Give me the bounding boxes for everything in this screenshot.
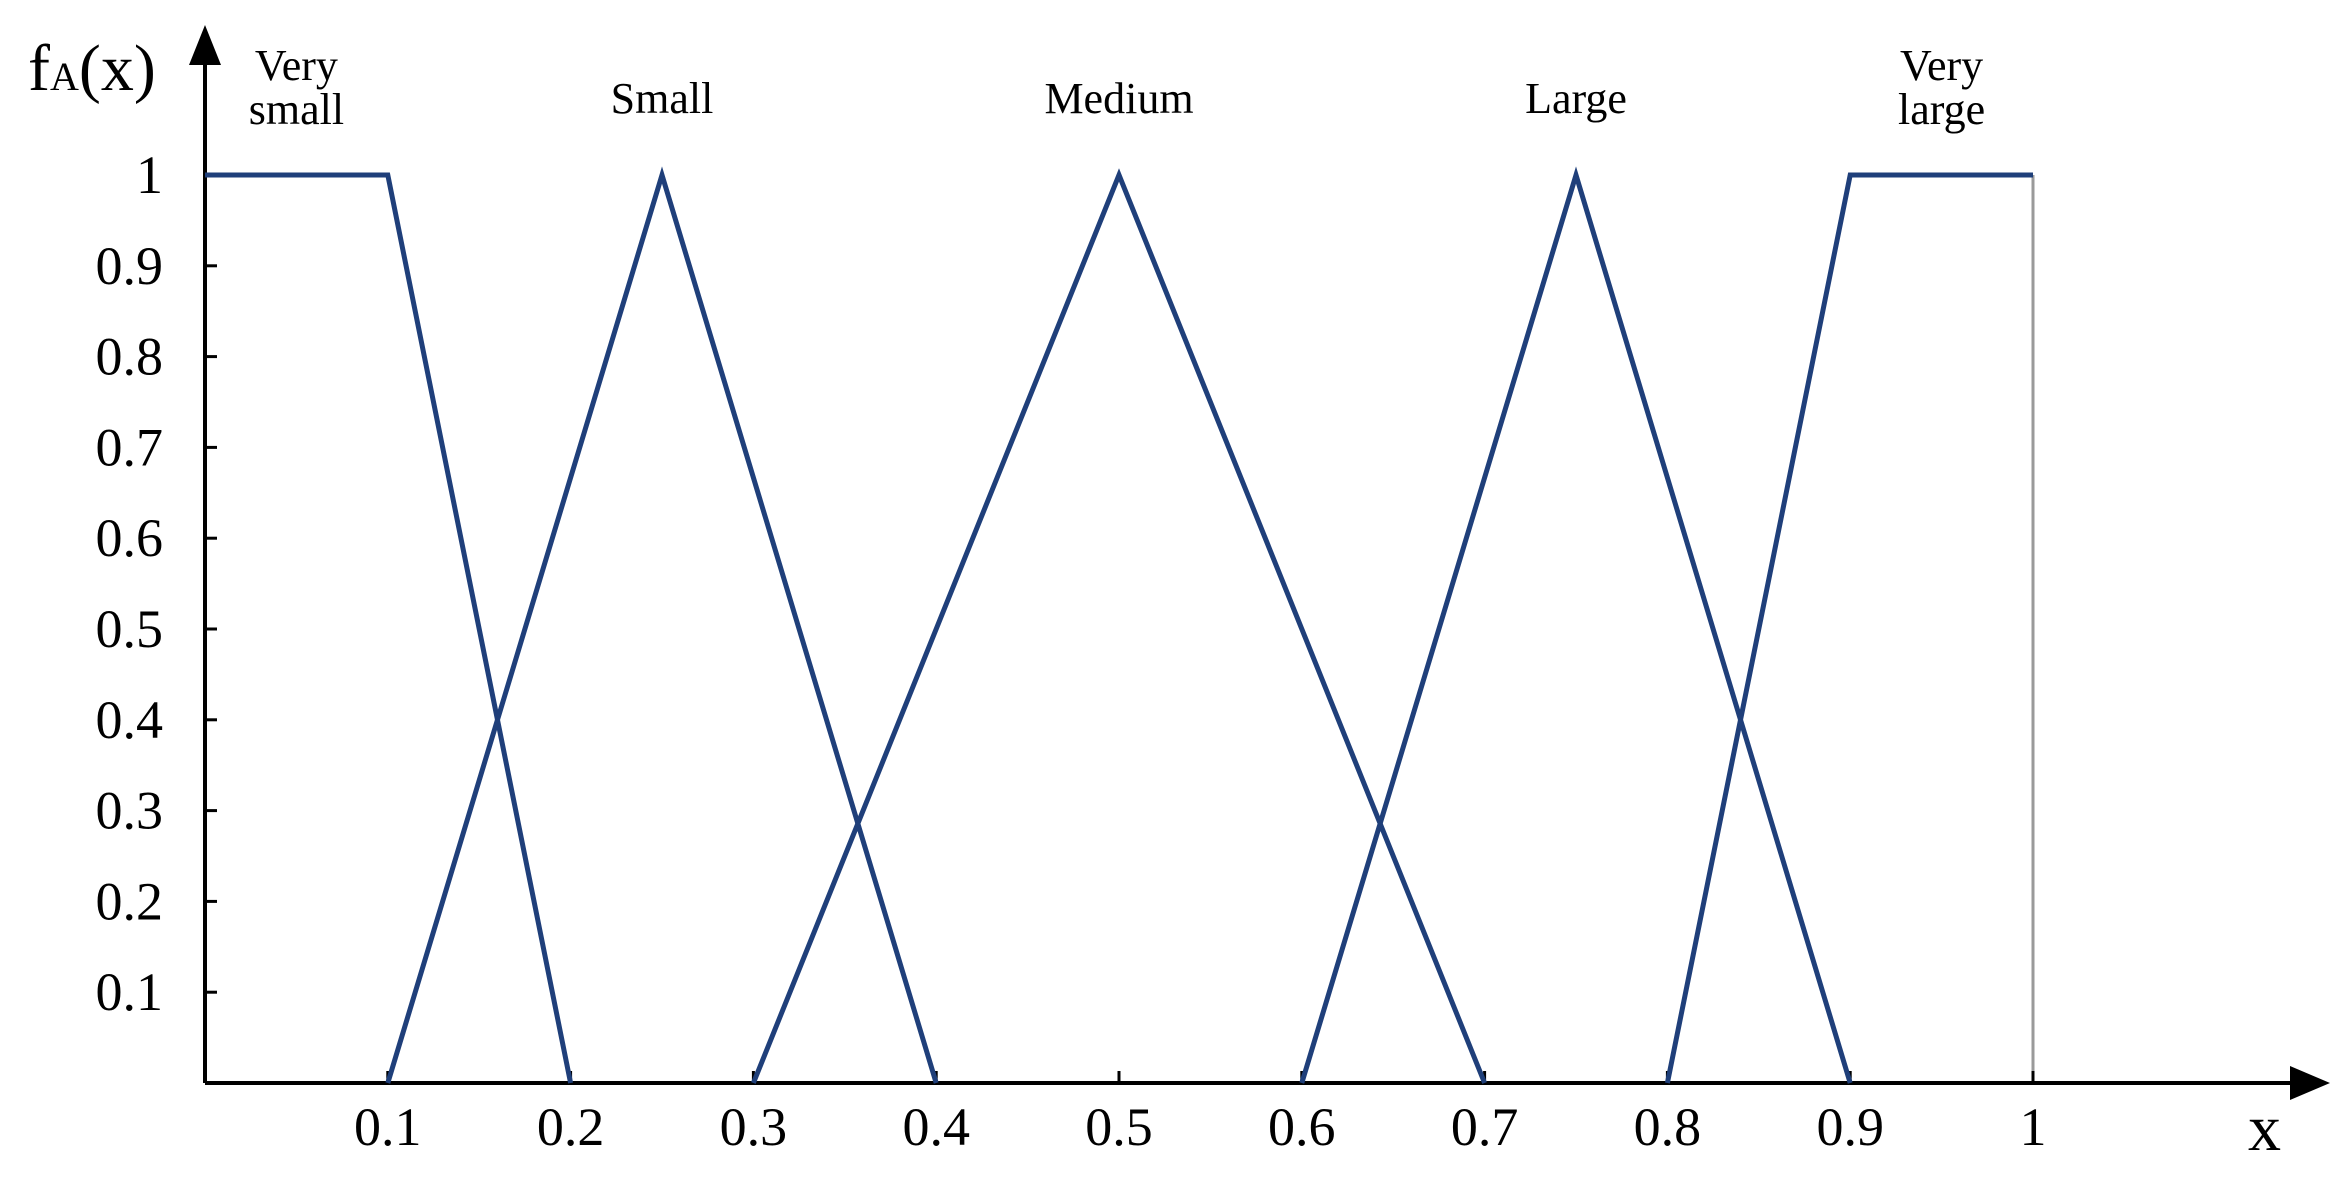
x-tick-label: 0.6 xyxy=(1268,1097,1336,1157)
series-line-very-large xyxy=(1664,172,2033,1084)
series-label-line: large xyxy=(1898,85,1985,134)
y-tick-label: 0.6 xyxy=(96,508,164,568)
series-label-line: Large xyxy=(1525,74,1627,123)
y-tick-label: 0.5 xyxy=(96,599,164,659)
series-label-line: Small xyxy=(611,74,714,123)
series-label-large: Large xyxy=(1525,74,1627,123)
x-tick-label: 0.2 xyxy=(537,1097,605,1157)
x-tick-label: 0.1 xyxy=(354,1097,422,1157)
x-tick-label: 0.8 xyxy=(1634,1097,1702,1157)
y-tick-label: 0.7 xyxy=(96,417,164,477)
series-label-very-small: Very small xyxy=(249,41,344,134)
series-label-medium: Medium xyxy=(1044,74,1193,123)
y-tick-label: 1 xyxy=(136,145,163,205)
y-tick-label: 0.4 xyxy=(96,690,164,750)
y-axis-title-main: f xyxy=(28,32,50,105)
series-label-line: small xyxy=(249,85,344,134)
y-axis-title-rest: (x) xyxy=(79,32,156,105)
x-tick-label: 1 xyxy=(2020,1097,2047,1157)
x-tick-label: 0.4 xyxy=(902,1097,970,1157)
y-tick-label: 0.3 xyxy=(96,781,164,841)
series-label-line: Very xyxy=(255,41,338,90)
series-label-line: Medium xyxy=(1044,74,1193,123)
series-line-small xyxy=(385,166,939,1084)
y-tick-label: 0.8 xyxy=(96,327,164,387)
x-tick-label: 0.7 xyxy=(1451,1097,1519,1157)
series-label-line: Very xyxy=(1900,41,1983,90)
x-axis-arrow xyxy=(2290,1066,2330,1100)
x-tick-label: 0.9 xyxy=(1816,1097,1884,1157)
y-tick-label: 0.9 xyxy=(96,236,164,296)
x-axis-title: x xyxy=(2248,1092,2281,1165)
y-tick-label: 0.2 xyxy=(96,871,164,931)
y-tick-label: 0.1 xyxy=(96,962,164,1022)
y-axis-title-subscript: A xyxy=(50,54,79,99)
series-line-medium xyxy=(751,168,1487,1084)
y-axis-arrow xyxy=(189,25,221,65)
series-label-small: Small xyxy=(611,74,714,123)
series-line-large xyxy=(1299,166,1853,1084)
series-line-very-small xyxy=(205,172,574,1084)
tick-labels: 0.1 0.2 0.3 0.4 0.5 0.6 0.7 0.8 0.9 1 0.1 0.2 0.3 0.4… xyxy=(96,145,2047,1157)
axes xyxy=(189,25,2330,1100)
x-tick-label: 0.3 xyxy=(720,1097,788,1157)
series-label-very-large: Very large xyxy=(1898,41,1985,134)
series xyxy=(205,166,2033,1084)
x-tick-label: 0.5 xyxy=(1085,1097,1153,1157)
y-axis-title: fA(x) xyxy=(28,32,156,105)
